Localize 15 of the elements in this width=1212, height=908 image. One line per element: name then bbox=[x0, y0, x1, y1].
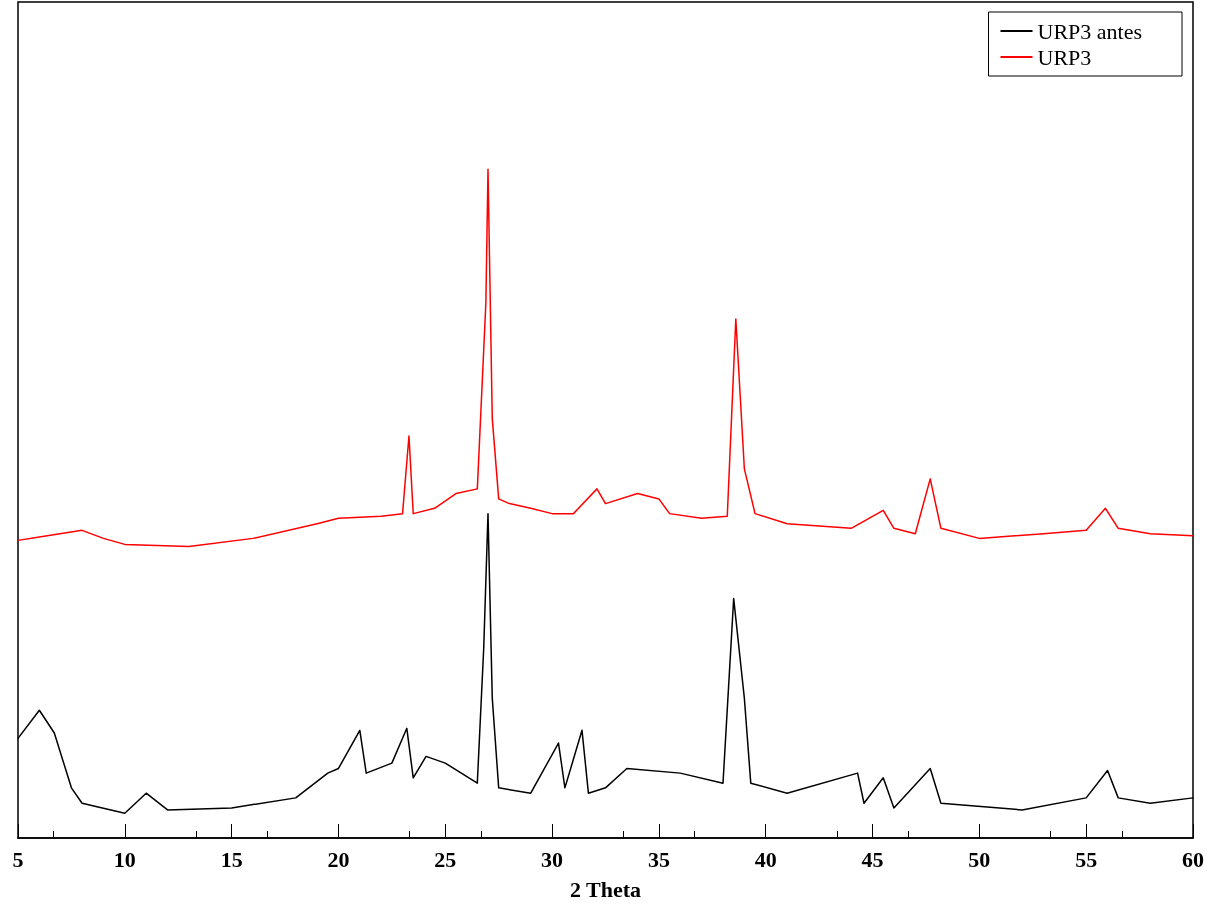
x-tick-label: 10 bbox=[113, 846, 136, 872]
x-axis-title: 2 Theta bbox=[569, 876, 642, 902]
x-tick-label: 60 bbox=[1182, 846, 1204, 872]
x-tick-label: 15 bbox=[220, 846, 243, 872]
legend-label: URP3 antes bbox=[1037, 18, 1142, 44]
x-tick-label: 5 bbox=[12, 846, 24, 872]
x-tick-label: 35 bbox=[647, 846, 670, 872]
x-tick-label: 50 bbox=[968, 846, 991, 872]
legend-label: URP3 bbox=[1037, 44, 1092, 70]
x-tick-label: 40 bbox=[754, 846, 777, 872]
x-tick-label: 25 bbox=[434, 846, 457, 872]
x-tick-label: 45 bbox=[861, 846, 884, 872]
x-tick-label: 20 bbox=[327, 846, 350, 872]
x-tick-label: 30 bbox=[541, 846, 564, 872]
x-tick-label: 55 bbox=[1075, 846, 1098, 872]
